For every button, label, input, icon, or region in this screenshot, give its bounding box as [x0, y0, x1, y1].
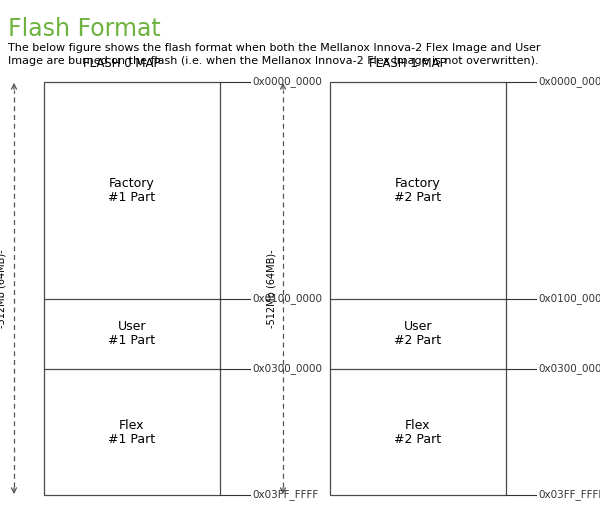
Text: 0x0100_0000: 0x0100_0000 — [538, 293, 600, 305]
Text: 0x0000_0000: 0x0000_0000 — [538, 77, 600, 87]
Bar — [330, 82, 506, 495]
Text: 0x0300_0000: 0x0300_0000 — [538, 363, 600, 374]
Text: 0x03FF_FFFF: 0x03FF_FFFF — [252, 490, 318, 500]
Text: -512Mb (64MB)-: -512Mb (64MB)- — [266, 249, 276, 328]
Text: 0x0100_0000: 0x0100_0000 — [252, 293, 322, 305]
Text: 0x0300_0000: 0x0300_0000 — [252, 363, 322, 374]
Text: #1 Part: #1 Part — [109, 191, 155, 204]
Text: Flex: Flex — [405, 419, 431, 432]
Text: Flex: Flex — [119, 419, 145, 432]
Text: 0x03FF_FFFF: 0x03FF_FFFF — [538, 490, 600, 500]
Text: 0x0000_0000: 0x0000_0000 — [252, 77, 322, 87]
Text: #2 Part: #2 Part — [394, 191, 442, 204]
Text: FLASH 0 MAP: FLASH 0 MAP — [83, 57, 161, 70]
Text: Factory: Factory — [109, 177, 155, 190]
Bar — [44, 82, 220, 495]
Text: Factory: Factory — [395, 177, 441, 190]
Text: The below figure shows the flash format when both the Mellanox Innova-2 Flex Ima: The below figure shows the flash format … — [8, 43, 541, 53]
Text: -512Mb (64MB)-: -512Mb (64MB)- — [0, 249, 7, 328]
Text: Flash Format: Flash Format — [8, 17, 161, 41]
Text: #2 Part: #2 Part — [394, 433, 442, 446]
Text: FLASH 1 MAP: FLASH 1 MAP — [369, 57, 447, 70]
Text: Image are burned on the flash (i.e. when the Mellanox Innova-2 Flex Image is not: Image are burned on the flash (i.e. when… — [8, 56, 539, 66]
Text: #2 Part: #2 Part — [394, 334, 442, 347]
Text: User: User — [118, 321, 146, 333]
Text: User: User — [404, 321, 432, 333]
Text: #1 Part: #1 Part — [109, 433, 155, 446]
Text: #1 Part: #1 Part — [109, 334, 155, 347]
